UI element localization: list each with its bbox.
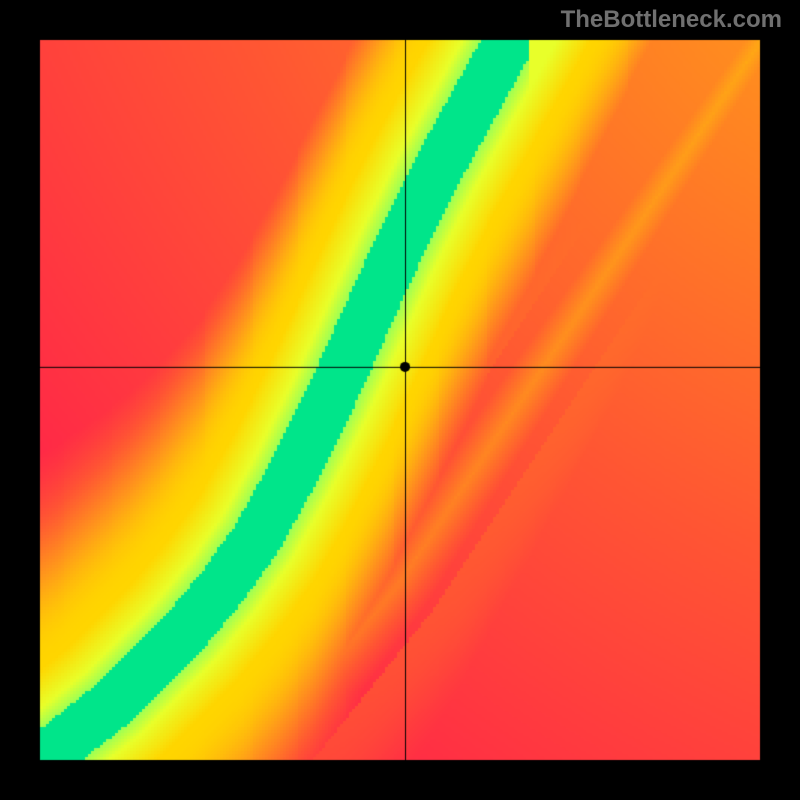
watermark-text: TheBottleneck.com [561,6,782,34]
chart-container: TheBottleneck.com [0,0,800,800]
heatmap-canvas [0,0,800,800]
